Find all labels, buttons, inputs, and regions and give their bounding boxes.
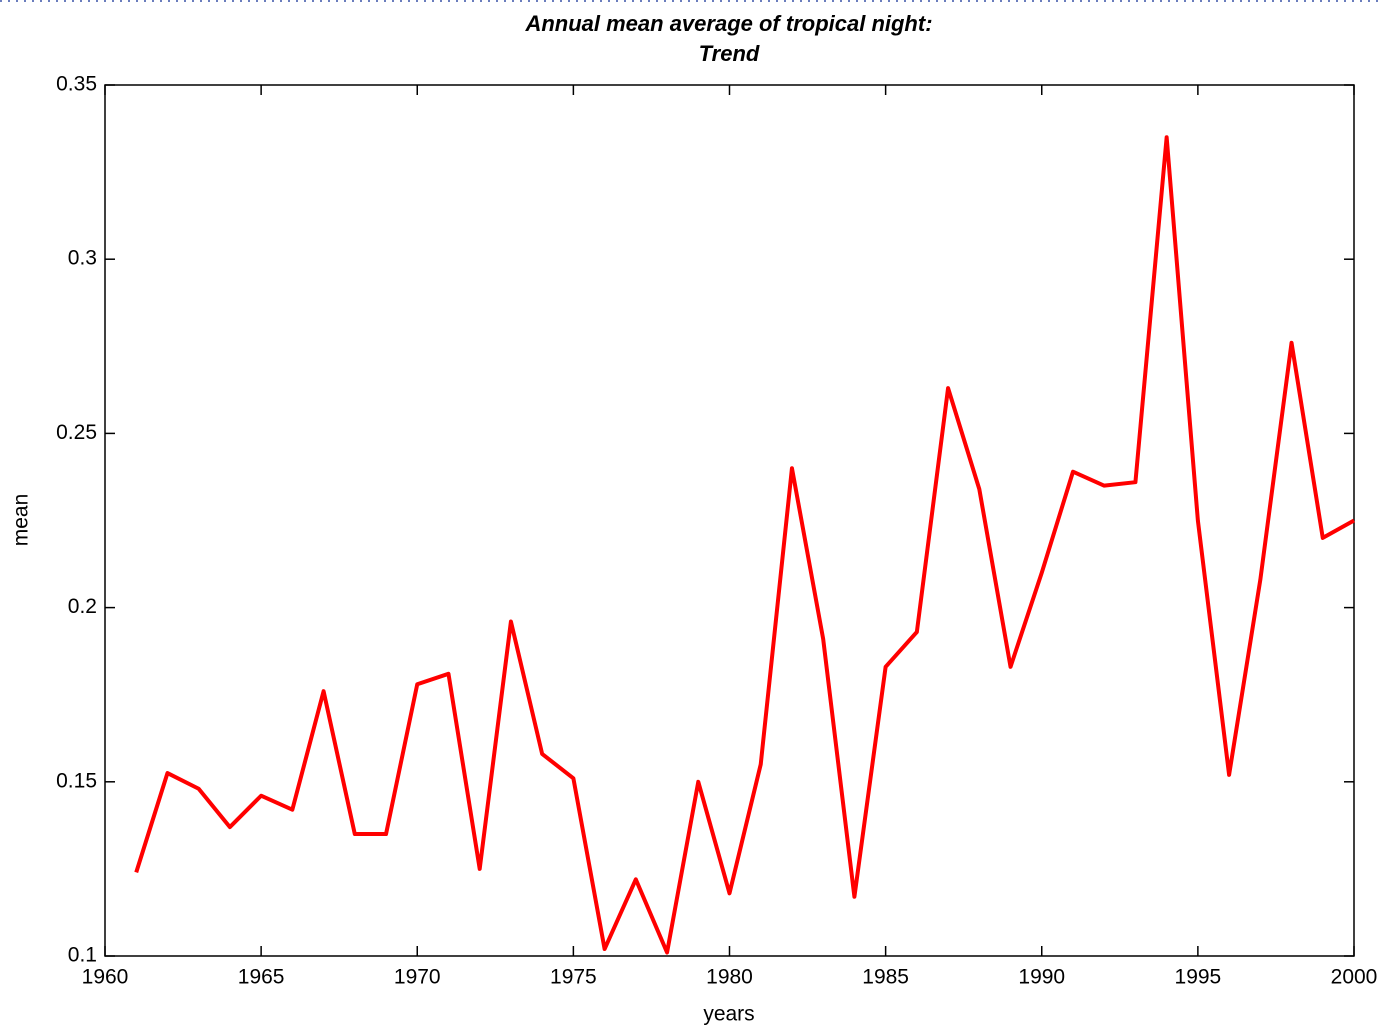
x-tick-label: 1975: [550, 966, 597, 989]
data-line: [134, 135, 1355, 955]
x-tick-label: 1985: [862, 966, 909, 989]
x-tick-label: 1990: [1018, 966, 1065, 989]
chart-title: Trend: [699, 41, 760, 66]
x-tick-label: 2000: [1331, 966, 1378, 989]
x-tick-label: 1965: [238, 966, 285, 989]
chart-title: Annual mean average of tropical night:: [524, 11, 932, 36]
x-axis-label: years: [703, 1003, 754, 1026]
y-tick-label: 0.25: [56, 421, 97, 444]
y-tick-label: 0.1: [68, 944, 97, 967]
y-tick-label: 0.3: [68, 247, 97, 270]
x-tick-label: 1980: [706, 966, 753, 989]
y-tick-label: 0.15: [56, 769, 97, 792]
y-tick-label: 0.35: [56, 73, 97, 96]
y-axis-label: mean: [10, 494, 33, 547]
x-tick-label: 1995: [1175, 966, 1222, 989]
y-tick-label: 0.2: [68, 595, 97, 618]
plot-area: [104, 84, 1355, 957]
x-tick-label: 1970: [394, 966, 441, 989]
x-tick-label: 1960: [82, 966, 129, 989]
